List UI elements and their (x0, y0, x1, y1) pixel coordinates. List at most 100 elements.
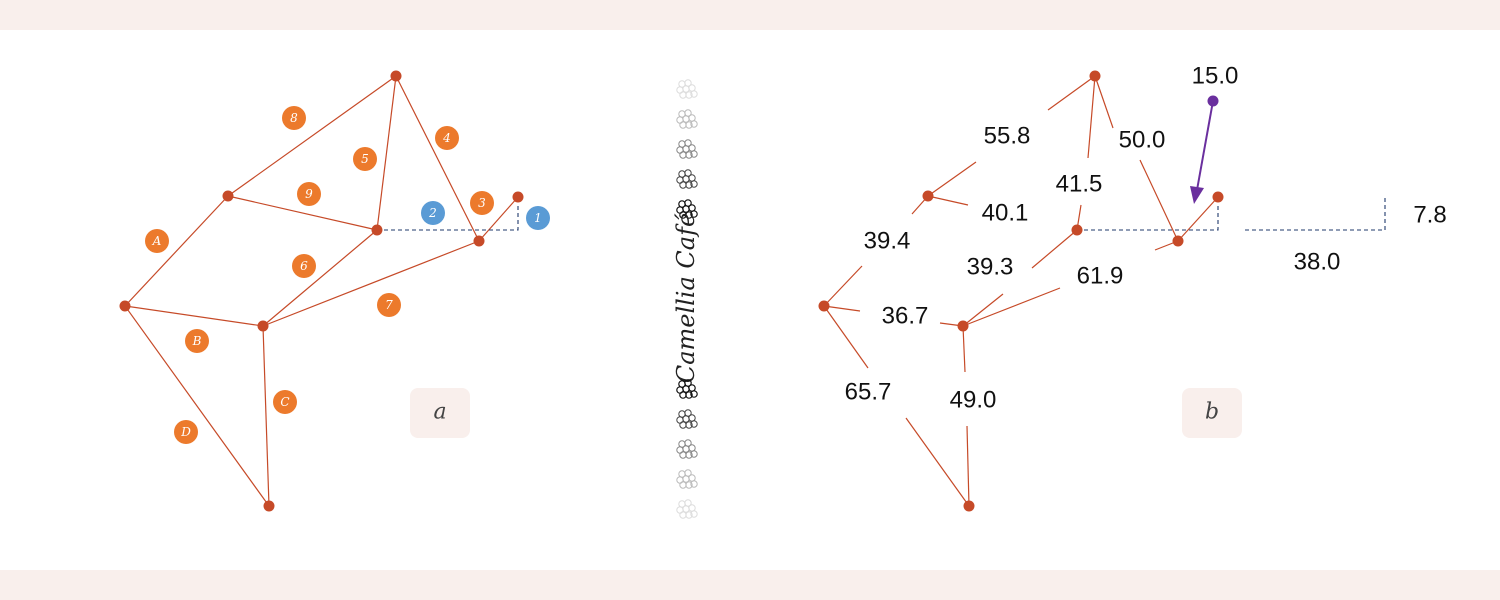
edge-marker-label: 5 (361, 152, 369, 166)
edge-marker: 6 (292, 254, 316, 278)
edge (927, 195, 969, 206)
panel-a-label: a (410, 388, 470, 438)
top-band (0, 0, 1500, 30)
node (957, 320, 969, 332)
dimension-line (1077, 204, 1219, 231)
edge (227, 195, 378, 231)
node (1089, 70, 1101, 82)
brand-strip: Camellia Café (672, 79, 700, 519)
brand-name: Camellia Café (672, 213, 700, 383)
edge (966, 425, 970, 507)
edge-length: 50.0 (1119, 127, 1166, 154)
node (818, 300, 830, 312)
edge-marker: 5 (353, 147, 377, 171)
edge-marker: 7 (377, 293, 401, 317)
edge (227, 75, 397, 197)
edge-marker-label: B (192, 334, 202, 348)
panel-b-lengths: 55.8 50.0 41.5 40.1 39.4 39.3 61.9 36.7 … (845, 123, 1447, 414)
edge-marker: 9 (297, 182, 321, 206)
edge-marker-label: 2 (428, 206, 437, 220)
edge (1047, 75, 1096, 111)
edge-marker-label: 9 (305, 187, 313, 201)
edge-marker-label: 4 (442, 131, 451, 145)
edge-marker: A (145, 229, 169, 253)
edge-length: 36.7 (882, 303, 929, 330)
panel-b: 55.8 50.0 41.5 40.1 39.4 39.3 61.9 36.7 … (818, 63, 1447, 512)
edge-marker-label: 6 (300, 259, 308, 273)
edge (962, 293, 1004, 327)
edge-length: 40.1 (982, 200, 1029, 227)
bottom-band (0, 570, 1500, 600)
edge-length: 39.3 (967, 254, 1014, 281)
panel-a-nodes (119, 70, 524, 512)
cluster-icon (676, 169, 698, 189)
edge-marker: 1 (526, 206, 550, 230)
edge (927, 161, 977, 197)
edge-length: 61.9 (1077, 263, 1124, 290)
edge (962, 287, 1061, 327)
node (371, 224, 383, 236)
arrow-head (1190, 186, 1204, 204)
node (473, 235, 485, 247)
edge (262, 229, 378, 327)
edge-marker-label: D (180, 425, 191, 439)
edge (962, 325, 966, 373)
node (1172, 235, 1184, 247)
edge-marker-label: 8 (290, 111, 298, 125)
panel-a-markers: 8 4 5 9 2 3 1 A 6 7 B C D (145, 106, 550, 444)
edge (905, 417, 970, 507)
panel-b-nodes (818, 70, 1224, 512)
node (1071, 224, 1083, 236)
edge-marker: 8 (282, 106, 306, 130)
edge-length: 38.0 (1294, 249, 1341, 276)
panel-a-edges (124, 75, 519, 507)
node (922, 190, 934, 202)
edge-length: 55.8 (984, 123, 1031, 150)
edge-marker-label: A (152, 234, 162, 248)
panel-a: 8 4 5 9 2 3 1 A 6 7 B C D a (119, 70, 550, 512)
edge (376, 75, 397, 231)
edge-marker: D (174, 420, 198, 444)
edge (1031, 229, 1078, 269)
edge (124, 305, 270, 507)
edge (1177, 196, 1219, 242)
node (119, 300, 131, 312)
edge (478, 196, 519, 242)
dimension-line (1245, 197, 1386, 231)
node (963, 500, 975, 512)
cluster-icon (676, 499, 698, 519)
cluster-icon (676, 139, 698, 159)
arrow-annotation: 15.0 (1190, 63, 1238, 204)
edge-length: 49.0 (950, 387, 997, 414)
node (512, 191, 524, 203)
edge (124, 195, 229, 307)
cluster-icon (676, 409, 698, 429)
panel-b-edges (823, 75, 1219, 507)
edge (262, 325, 270, 507)
edge-marker: B (185, 329, 209, 353)
panel-b-label: b (1182, 388, 1242, 438)
node (257, 320, 269, 332)
edge-marker: C (273, 390, 297, 414)
edge-marker: 2 (421, 201, 445, 225)
edge-length: 41.5 (1056, 171, 1103, 198)
edge-marker-label: 1 (534, 211, 542, 225)
edge (823, 265, 863, 307)
edge (262, 240, 480, 327)
edge-length: 65.7 (845, 379, 892, 406)
edge (1094, 75, 1114, 129)
panel-a-label-text: a (433, 400, 446, 425)
node (1212, 191, 1224, 203)
cluster-icon (676, 439, 698, 459)
panel-b-label-text: b (1205, 400, 1219, 425)
edge-marker: 4 (435, 126, 459, 150)
edge (1139, 159, 1179, 242)
cluster-icon (676, 109, 698, 129)
cluster-icon (676, 79, 698, 99)
arrow-shaft (1196, 100, 1214, 191)
edge (1087, 75, 1096, 159)
dimension-line (377, 204, 519, 231)
node (263, 500, 275, 512)
edge-marker-label: 7 (385, 298, 393, 312)
